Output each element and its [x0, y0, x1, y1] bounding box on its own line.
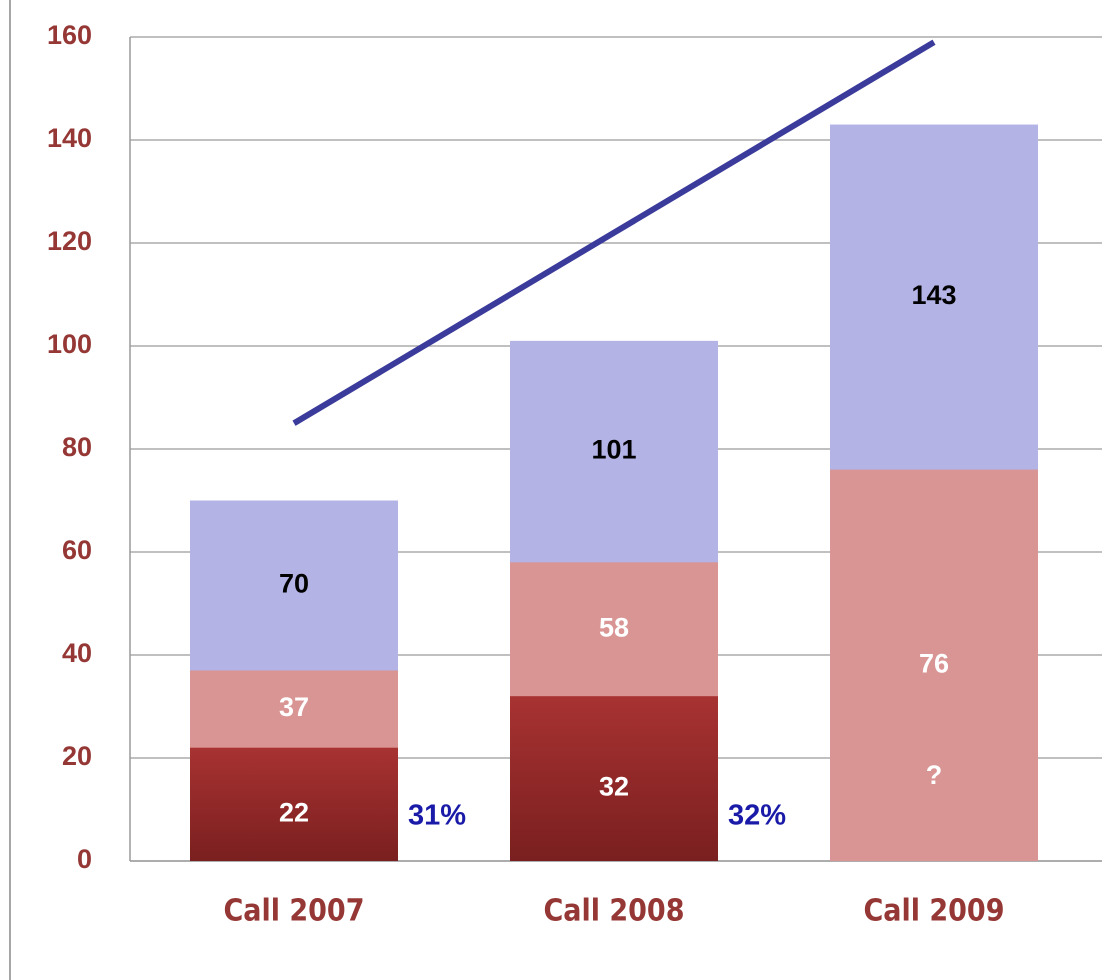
trend-line	[292, 39, 936, 426]
y-tick-label: 40	[62, 638, 92, 668]
data-label: ?	[926, 760, 943, 790]
data-label: 22	[279, 797, 309, 827]
bar	[830, 469, 1038, 861]
data-label: 37	[279, 692, 309, 722]
bar	[510, 696, 718, 861]
y-tick-label: 160	[47, 20, 92, 50]
data-label: 32	[599, 772, 629, 802]
y-tick-label: 100	[47, 329, 92, 359]
annotation: 31%	[408, 800, 466, 832]
y-tick-label: 140	[47, 123, 92, 153]
bar	[190, 747, 398, 861]
x-tick-label: Call 2007	[223, 894, 364, 929]
y-tick-label: 80	[62, 432, 92, 462]
annotation: 32%	[728, 800, 786, 832]
frame	[9, 0, 11, 980]
data-label: 76	[919, 648, 949, 678]
y-tick-label: 120	[47, 226, 92, 256]
data-label: 101	[591, 435, 636, 465]
data-label: 58	[599, 612, 629, 642]
y-tick-label: 60	[62, 535, 92, 565]
data-label: 70	[279, 569, 309, 599]
y-tick-label: 20	[62, 741, 92, 771]
x-tick-label: Call 2008	[543, 894, 684, 929]
y-tick-label: 0	[77, 844, 92, 874]
x-tick-label: Call 2009	[863, 894, 1004, 929]
data-label: 143	[911, 280, 956, 310]
